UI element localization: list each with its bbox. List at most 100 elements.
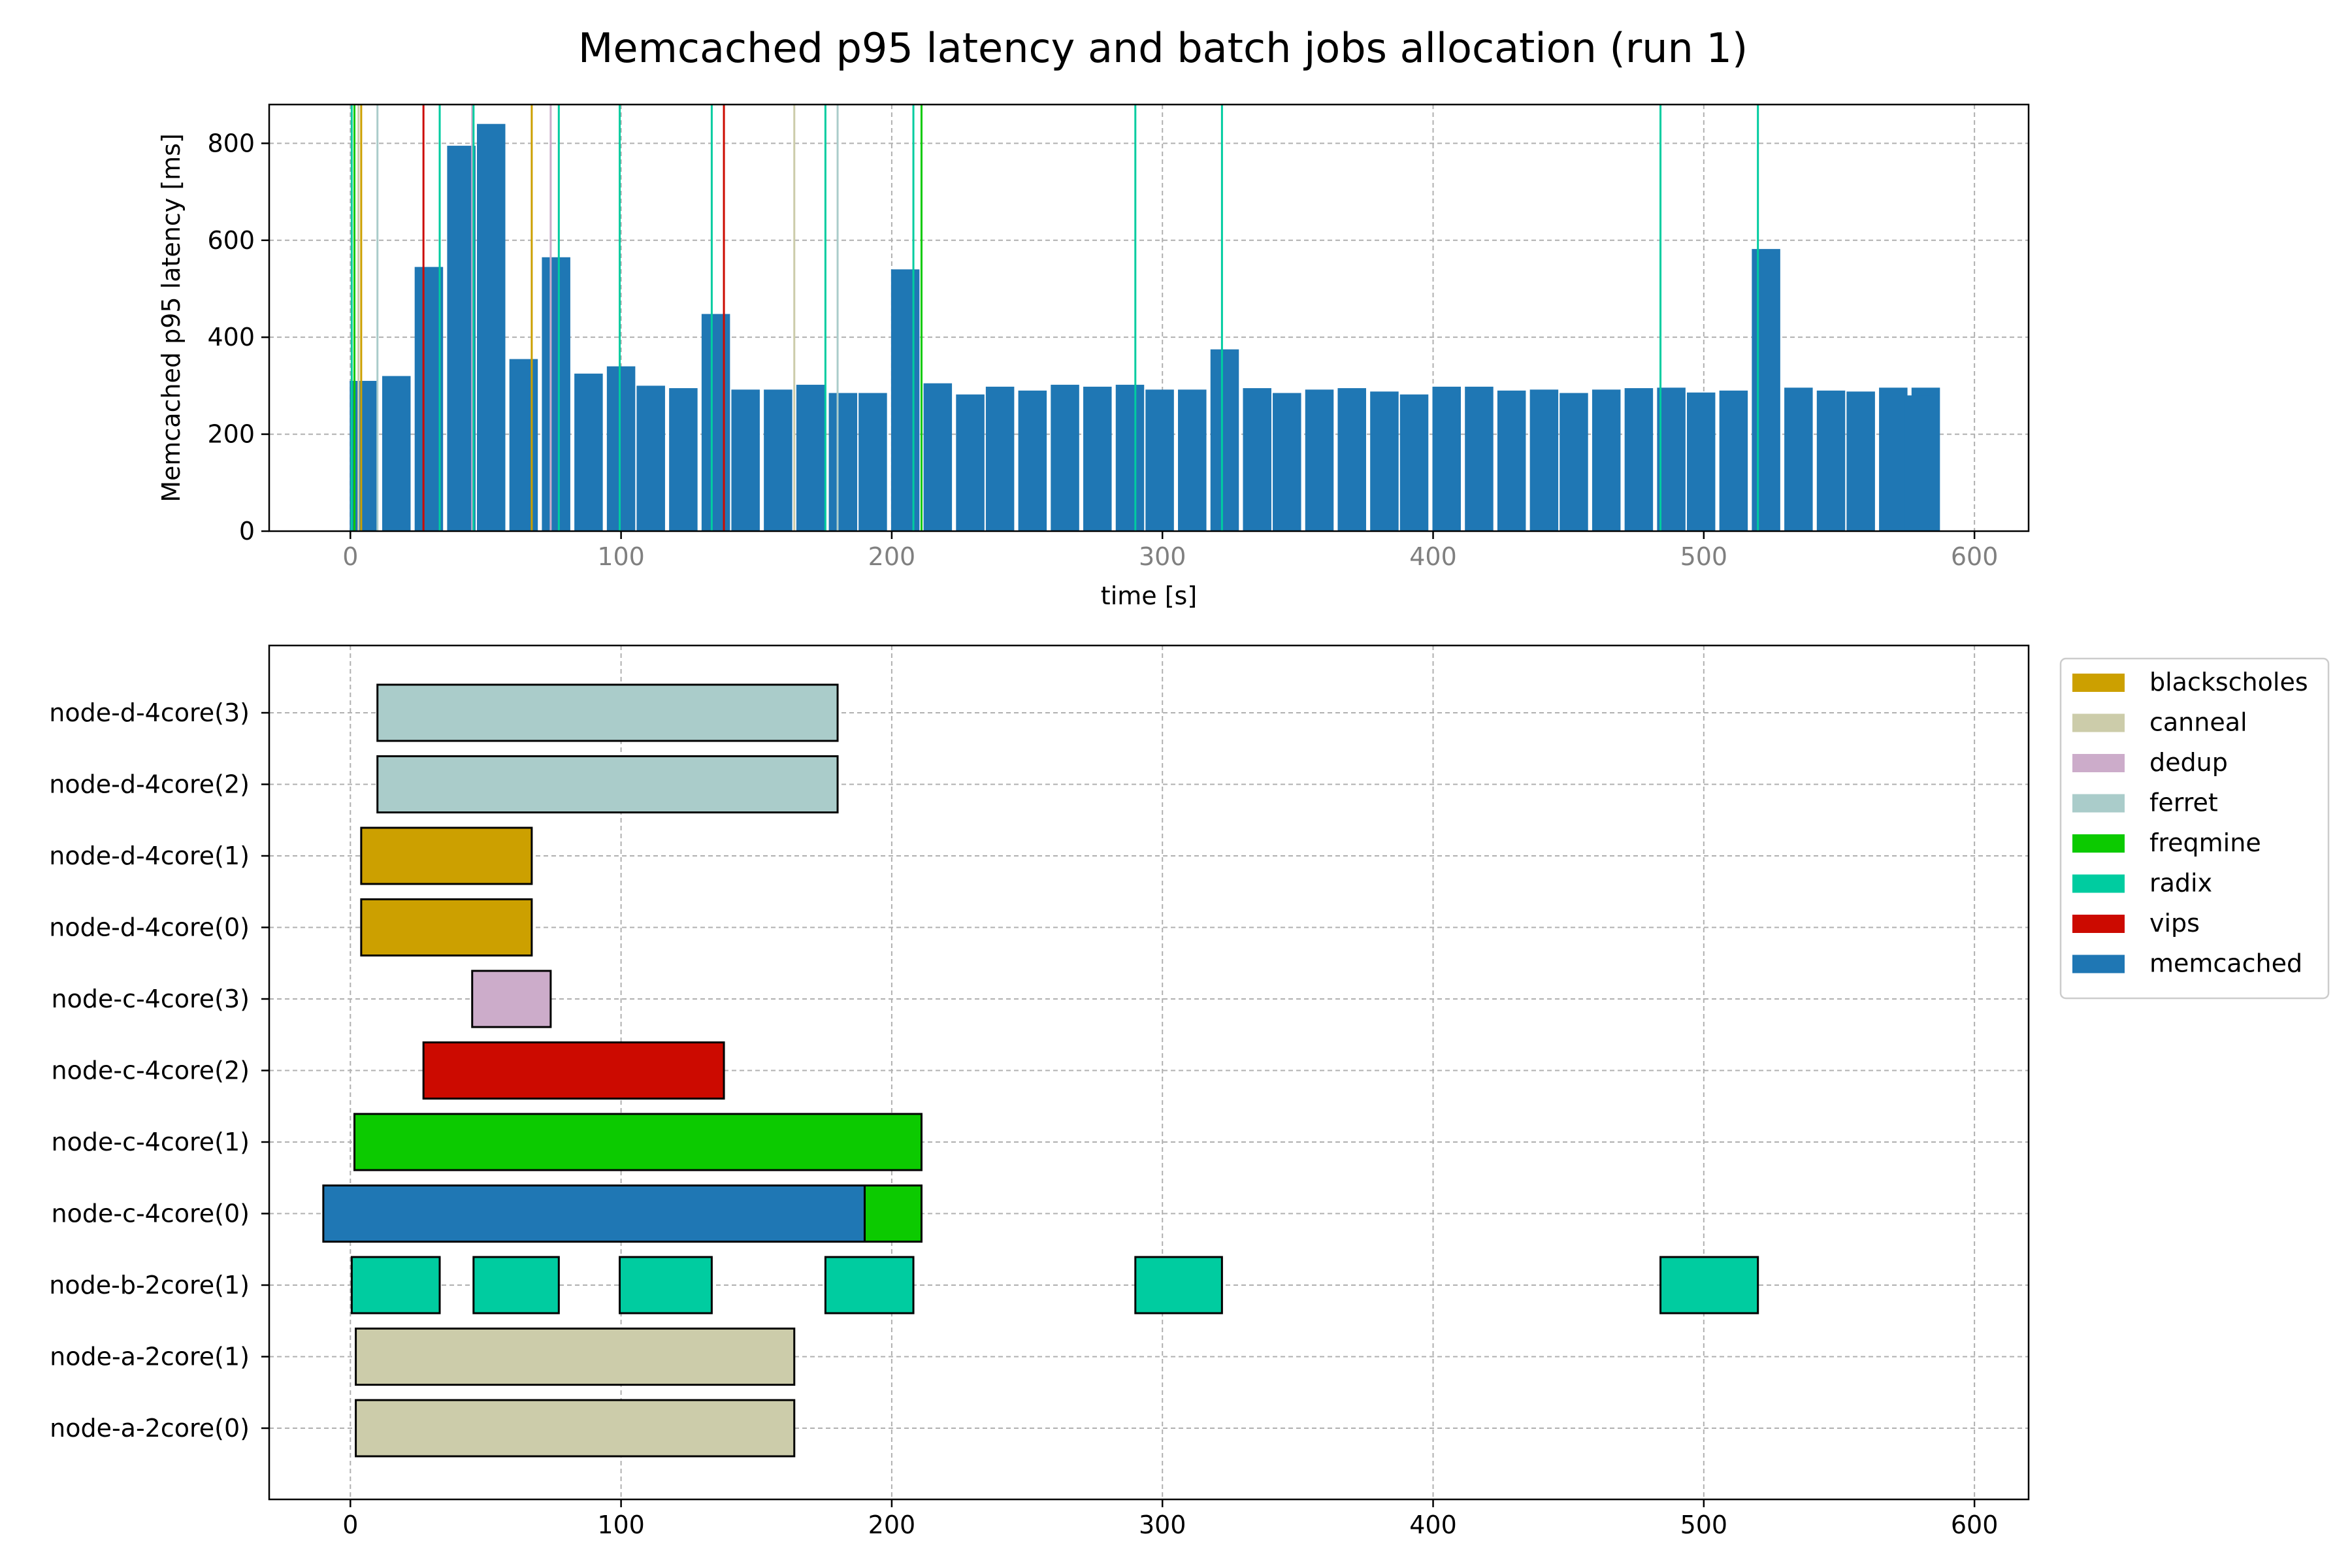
legend-swatch-memcached bbox=[2072, 955, 2125, 973]
latency-bar bbox=[1115, 384, 1145, 531]
gantt-segment-radix bbox=[1134, 1256, 1223, 1315]
latency-bar bbox=[1879, 387, 1908, 531]
legend-swatch-freqmine bbox=[2072, 834, 2125, 853]
gantt-segment-radix bbox=[350, 1256, 441, 1315]
legend-label-canneal: canneal bbox=[2149, 708, 2247, 737]
gantt-row-label: node-b-2core(1) bbox=[49, 1271, 250, 1299]
legend-swatch-ferret bbox=[2072, 794, 2125, 813]
legend-swatch-blackscholes bbox=[2072, 674, 2125, 692]
latency-bar bbox=[1752, 249, 1780, 531]
top-x-tick-label: 500 bbox=[1680, 542, 1728, 571]
top-y-tick-label: 800 bbox=[207, 129, 255, 157]
legend: blackscholes canneal dedup ferret freqmine ra… bbox=[2059, 657, 2330, 1000]
gantt-segment-radix bbox=[472, 1256, 560, 1315]
gantt-segment-blackscholes bbox=[360, 898, 533, 956]
gantt-segment-canneal bbox=[355, 1328, 796, 1386]
latency-bar bbox=[1399, 394, 1429, 531]
gantt-row-label: node-c-4core(3) bbox=[52, 985, 250, 1013]
latency-bar bbox=[1686, 392, 1716, 531]
gantt-segment-radix bbox=[824, 1256, 915, 1315]
top-x-tick-label: 0 bbox=[342, 542, 358, 571]
latency-bar bbox=[1465, 386, 1494, 531]
gantt-axes-frame bbox=[268, 644, 2030, 1501]
latency-bar bbox=[923, 383, 953, 531]
latency-bar bbox=[956, 394, 985, 531]
legend-swatch-dedup bbox=[2072, 754, 2125, 772]
latency-bar bbox=[1497, 390, 1526, 531]
legend-label-vips: vips bbox=[2149, 909, 2200, 938]
gantt-row-label: node-c-4core(1) bbox=[52, 1128, 250, 1156]
top-x-tick-label: 300 bbox=[1139, 542, 1186, 571]
latency-bar bbox=[382, 376, 411, 531]
latency-bar bbox=[1083, 386, 1112, 531]
latency-bar bbox=[574, 373, 603, 531]
gantt-segment-canneal bbox=[355, 1399, 796, 1458]
latency-bar bbox=[1624, 388, 1654, 531]
job-allocation-gantt: 0 100 200 300 400 500 600 node-d-4core(3) node-d… bbox=[49, 644, 2030, 1539]
latency-bar bbox=[1018, 390, 1047, 531]
gantt-segment-ferret bbox=[376, 683, 839, 742]
legend-label-dedup: dedup bbox=[2149, 748, 2228, 777]
legend-box bbox=[2059, 657, 2330, 1000]
legend-label-blackscholes: blackscholes bbox=[2149, 668, 2308, 696]
legend-label-ferret: ferret bbox=[2149, 789, 2218, 817]
latency-bar bbox=[1178, 389, 1207, 531]
top-y-tick-label: 600 bbox=[207, 226, 255, 255]
gantt-segment-freqmine bbox=[863, 1184, 923, 1243]
gantt-row-label: node-d-4core(3) bbox=[49, 698, 250, 727]
latency-bar bbox=[731, 389, 760, 531]
gantt-x-tick-label: 500 bbox=[1680, 1511, 1728, 1539]
latency-bar bbox=[509, 359, 538, 531]
top-y-tick-label: 0 bbox=[239, 517, 255, 546]
top-y-axis-label: Memcached p95 latency [ms] bbox=[157, 133, 186, 502]
legend-label-radix: radix bbox=[2149, 869, 2212, 898]
latency-bar bbox=[542, 257, 570, 531]
latency-bar-last bbox=[1904, 395, 1933, 531]
gantt-x-tick-label: 600 bbox=[1951, 1511, 1999, 1539]
gantt-row-label: node-a-2core(0) bbox=[50, 1414, 250, 1443]
latency-bar-chart: 0 100 200 300 400 500 600 0 200 400 600 800 time [s]… bbox=[157, 103, 2030, 610]
latency-bar bbox=[447, 146, 476, 532]
latency-bar bbox=[1816, 390, 1846, 531]
latency-bar bbox=[1305, 389, 1334, 531]
latency-bar bbox=[1719, 390, 1748, 531]
legend-swatch-canneal bbox=[2072, 713, 2125, 732]
figure-title: Memcached p95 latency and batch jobs all… bbox=[578, 24, 1748, 72]
top-x-tick-label: 200 bbox=[868, 542, 916, 571]
gantt-segment-radix bbox=[619, 1256, 713, 1315]
latency-bar bbox=[985, 386, 1015, 531]
latency-bar bbox=[414, 267, 444, 531]
latency-bar bbox=[1337, 388, 1366, 531]
latency-bar bbox=[1243, 388, 1271, 531]
gantt-row-label: node-d-4core(0) bbox=[49, 913, 250, 942]
gantt-row-label: node-d-4core(1) bbox=[49, 841, 250, 870]
top-x-tick-label: 100 bbox=[597, 542, 645, 571]
latency-bar bbox=[669, 388, 698, 531]
top-x-axis-label: time [s] bbox=[1101, 581, 1197, 610]
latency-bar bbox=[1210, 349, 1239, 531]
latency-bar bbox=[476, 123, 506, 531]
top-y-tick-label: 400 bbox=[207, 323, 255, 351]
legend-label-freqmine: freqmine bbox=[2149, 828, 2261, 857]
gantt-segment-freqmine bbox=[353, 1113, 923, 1171]
gantt-segment-radix bbox=[1659, 1256, 1759, 1315]
latency-bar bbox=[1432, 386, 1461, 531]
top-axes-frame bbox=[268, 103, 2030, 532]
top-x-tick-label: 400 bbox=[1409, 542, 1457, 571]
top-x-tick-label: 600 bbox=[1951, 542, 1999, 571]
gantt-row-label: node-d-4core(2) bbox=[49, 770, 250, 799]
latency-bar bbox=[701, 314, 730, 531]
latency-bar bbox=[764, 389, 792, 531]
top-y-tick-label: 200 bbox=[207, 420, 255, 449]
gantt-x-tick-label: 400 bbox=[1409, 1511, 1457, 1539]
gantt-segment-ferret bbox=[376, 755, 839, 813]
gantt-segment-vips bbox=[422, 1041, 725, 1100]
latency-bar bbox=[796, 384, 825, 531]
latency-bar bbox=[1370, 391, 1399, 531]
legend-label-memcached: memcached bbox=[2149, 949, 2302, 978]
latency-bar bbox=[858, 393, 887, 531]
latency-bar bbox=[1273, 393, 1301, 531]
latency-bar bbox=[1529, 389, 1559, 531]
legend-swatch-radix bbox=[2072, 874, 2125, 893]
